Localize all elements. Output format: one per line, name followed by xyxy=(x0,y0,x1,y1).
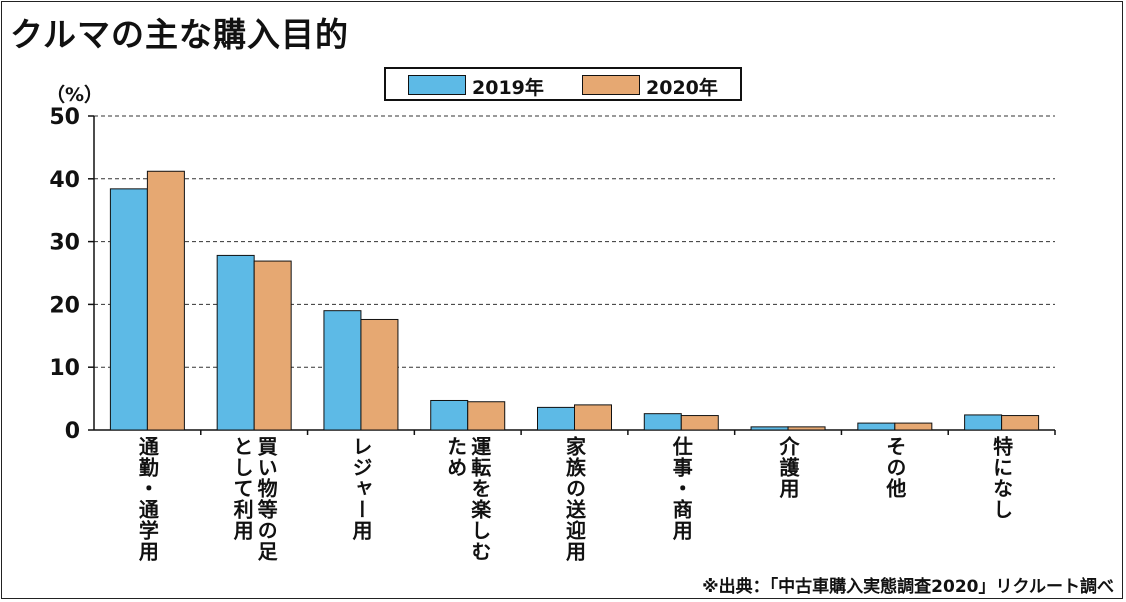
source-note: ※出典：「中古車購入実態調査2020」リクルート調べ xyxy=(702,577,1114,597)
bar-2019年-7 xyxy=(857,422,896,431)
legend-swatch-2019 xyxy=(408,75,466,95)
category-label-7: その他 xyxy=(882,436,907,499)
legend-label-2020: 2020年 xyxy=(646,77,718,99)
bar-2019年-0 xyxy=(109,188,148,431)
y-tick-label-50: 50 xyxy=(49,105,80,130)
bar-2019年-3 xyxy=(430,399,469,431)
bar-2020年-3 xyxy=(467,401,506,431)
bar-2019年-8 xyxy=(964,414,1003,431)
bar-2020年-6 xyxy=(787,426,826,431)
category-label-3: 運転を楽しむ ため xyxy=(443,436,492,562)
category-label-8: 特になし xyxy=(989,436,1014,520)
y-tick-label-10: 10 xyxy=(49,356,80,381)
category-label-6: 介護用 xyxy=(776,436,801,499)
bar-2019年-1 xyxy=(216,254,255,431)
category-label-5: 仕事・商用 xyxy=(669,436,694,541)
bar-2020年-7 xyxy=(894,422,933,431)
page-title: クルマの主な購入目的 xyxy=(10,15,350,54)
y-axis-unit: （%） xyxy=(46,84,104,106)
legend-label-2019: 2019年 xyxy=(472,77,544,99)
bar-2020年-8 xyxy=(1001,415,1040,431)
y-tick-label-20: 20 xyxy=(49,293,80,318)
bar-2019年-2 xyxy=(323,310,362,431)
category-label-4: 家族の送迎用 xyxy=(562,436,587,562)
category-label-0: 通勤・通学用 xyxy=(135,436,160,562)
bar-2019年-5 xyxy=(643,413,682,431)
y-tick-label-40: 40 xyxy=(49,168,80,193)
y-tick-label-30: 30 xyxy=(49,231,80,256)
y-tick-label-0: 0 xyxy=(65,419,80,444)
bar-2020年-4 xyxy=(574,404,612,431)
bar-2020年-0 xyxy=(146,170,185,431)
bar-2020年-2 xyxy=(360,318,399,431)
bar-2020年-1 xyxy=(253,260,292,431)
bar-2019年-6 xyxy=(750,426,789,431)
bar-2019年-4 xyxy=(537,406,575,431)
legend: 2019年 2020年 xyxy=(384,67,742,101)
category-label-2: レジャー用 xyxy=(348,436,373,541)
legend-swatch-2020 xyxy=(582,75,640,95)
bar-2020年-5 xyxy=(680,415,719,431)
category-label-1: 買い物等の足 として利用 xyxy=(230,436,279,562)
